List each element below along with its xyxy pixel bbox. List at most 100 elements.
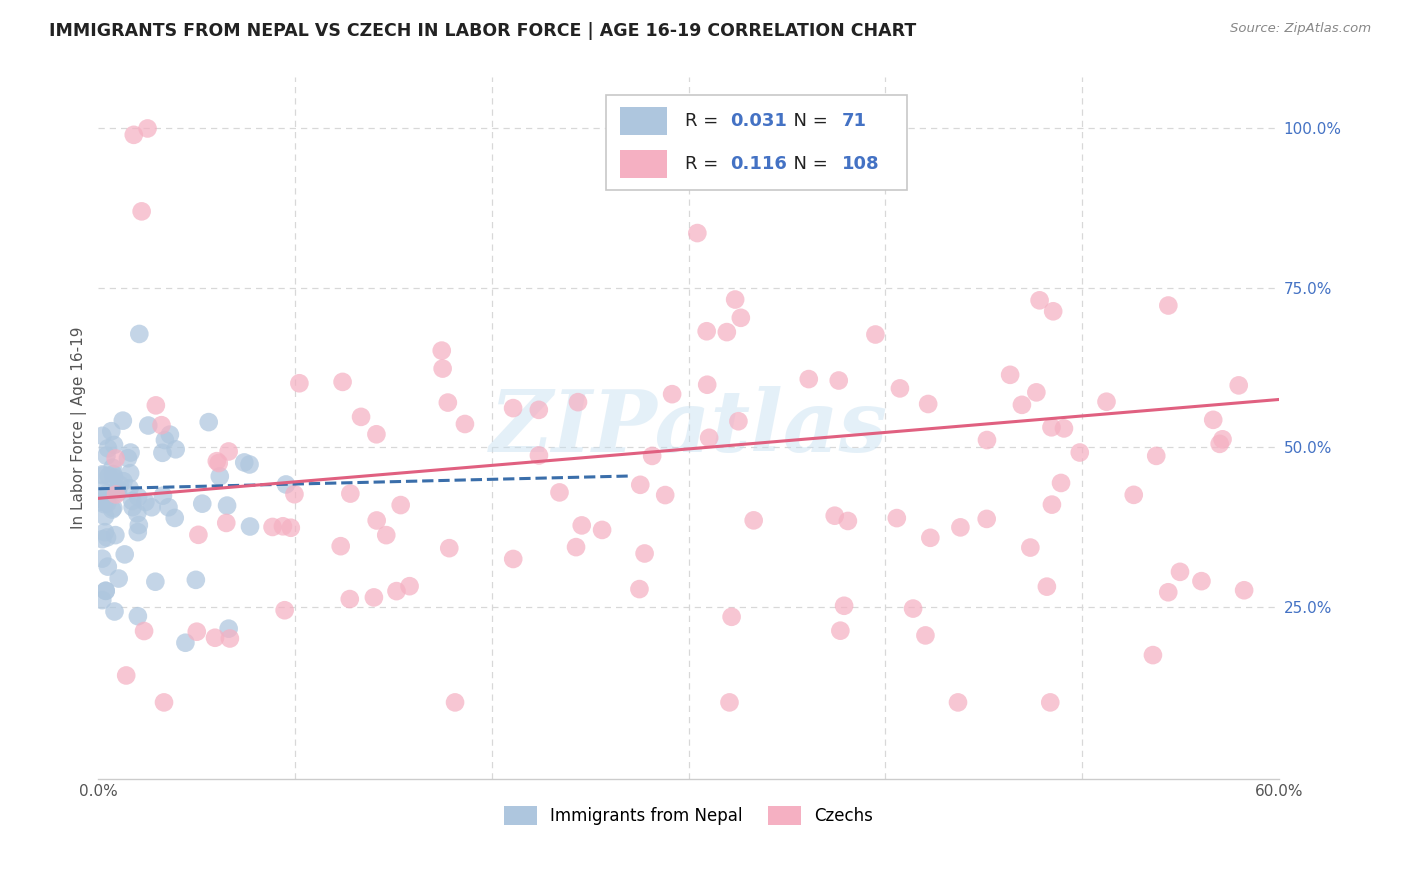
Point bbox=[797, 372, 820, 386]
Point bbox=[150, 418, 173, 433]
Point bbox=[998, 368, 1021, 382]
Point bbox=[153, 695, 176, 709]
Point bbox=[628, 478, 651, 492]
Point bbox=[218, 622, 240, 636]
Point bbox=[375, 528, 398, 542]
Point bbox=[94, 583, 117, 598]
Point bbox=[143, 574, 166, 589]
Point bbox=[1142, 648, 1164, 662]
Point bbox=[127, 507, 149, 521]
Point bbox=[288, 376, 311, 391]
Text: 0.116: 0.116 bbox=[730, 155, 787, 173]
FancyBboxPatch shape bbox=[620, 150, 668, 178]
Point bbox=[97, 442, 120, 456]
Point bbox=[96, 486, 118, 500]
Point bbox=[548, 485, 571, 500]
Point bbox=[197, 415, 219, 429]
Point bbox=[332, 375, 354, 389]
Point bbox=[165, 442, 187, 457]
Point bbox=[454, 417, 477, 431]
Point bbox=[94, 509, 117, 524]
Point bbox=[661, 387, 683, 401]
Point bbox=[152, 446, 174, 460]
Point bbox=[187, 528, 209, 542]
Point bbox=[163, 511, 186, 525]
Point bbox=[117, 451, 139, 466]
Point bbox=[134, 495, 156, 509]
Point bbox=[100, 424, 122, 438]
Point bbox=[502, 552, 524, 566]
Point bbox=[976, 433, 998, 447]
Point bbox=[1036, 580, 1059, 594]
Point bbox=[444, 695, 467, 709]
Point bbox=[91, 593, 114, 607]
Point bbox=[828, 374, 851, 388]
Point bbox=[865, 327, 887, 342]
Point bbox=[633, 546, 655, 560]
Text: 71: 71 bbox=[842, 112, 868, 129]
Point bbox=[215, 516, 238, 530]
Y-axis label: In Labor Force | Age 16-19: In Labor Force | Age 16-19 bbox=[72, 327, 87, 530]
Point bbox=[914, 628, 936, 642]
Point bbox=[217, 499, 239, 513]
Point bbox=[502, 401, 524, 416]
Point bbox=[654, 488, 676, 502]
Point bbox=[363, 591, 385, 605]
Point bbox=[730, 310, 752, 325]
FancyBboxPatch shape bbox=[620, 106, 668, 135]
Point bbox=[104, 487, 127, 501]
Point bbox=[271, 519, 294, 533]
Point bbox=[1233, 583, 1256, 598]
Point bbox=[946, 695, 969, 709]
Point bbox=[591, 523, 613, 537]
Point bbox=[91, 532, 114, 546]
Point bbox=[204, 631, 226, 645]
Point bbox=[159, 427, 181, 442]
Point bbox=[239, 519, 262, 533]
Point bbox=[567, 395, 589, 409]
Point bbox=[628, 582, 651, 596]
Point bbox=[832, 599, 855, 613]
Point bbox=[339, 592, 361, 607]
Point bbox=[208, 469, 231, 483]
Point bbox=[145, 398, 167, 412]
Point bbox=[280, 521, 302, 535]
Point bbox=[101, 502, 124, 516]
Point bbox=[107, 485, 129, 500]
Point bbox=[920, 531, 942, 545]
Point bbox=[91, 467, 114, 482]
Point bbox=[274, 477, 297, 491]
Point bbox=[184, 573, 207, 587]
Point bbox=[208, 456, 231, 470]
Point bbox=[439, 541, 461, 556]
Point bbox=[127, 609, 149, 624]
Point bbox=[112, 474, 135, 488]
Point bbox=[1025, 385, 1047, 400]
Point bbox=[121, 494, 143, 508]
Point bbox=[565, 540, 588, 554]
Text: R =: R = bbox=[685, 155, 724, 173]
Point bbox=[720, 609, 742, 624]
Point bbox=[1168, 565, 1191, 579]
Point bbox=[697, 431, 720, 445]
Point bbox=[91, 468, 114, 483]
Point bbox=[96, 496, 118, 510]
Point bbox=[120, 467, 142, 481]
Point bbox=[103, 438, 125, 452]
Point bbox=[103, 500, 125, 515]
Point bbox=[136, 121, 159, 136]
Point bbox=[432, 361, 454, 376]
Point bbox=[141, 500, 163, 515]
Point bbox=[127, 490, 149, 504]
Point bbox=[91, 483, 114, 498]
Point bbox=[1011, 398, 1033, 412]
Point bbox=[283, 487, 305, 501]
Point bbox=[91, 551, 114, 566]
Point bbox=[103, 471, 125, 485]
Point bbox=[128, 518, 150, 533]
Text: 0.031: 0.031 bbox=[730, 112, 787, 129]
Point bbox=[97, 559, 120, 574]
Point bbox=[1208, 437, 1230, 451]
Point bbox=[136, 418, 159, 433]
Point bbox=[114, 548, 136, 562]
